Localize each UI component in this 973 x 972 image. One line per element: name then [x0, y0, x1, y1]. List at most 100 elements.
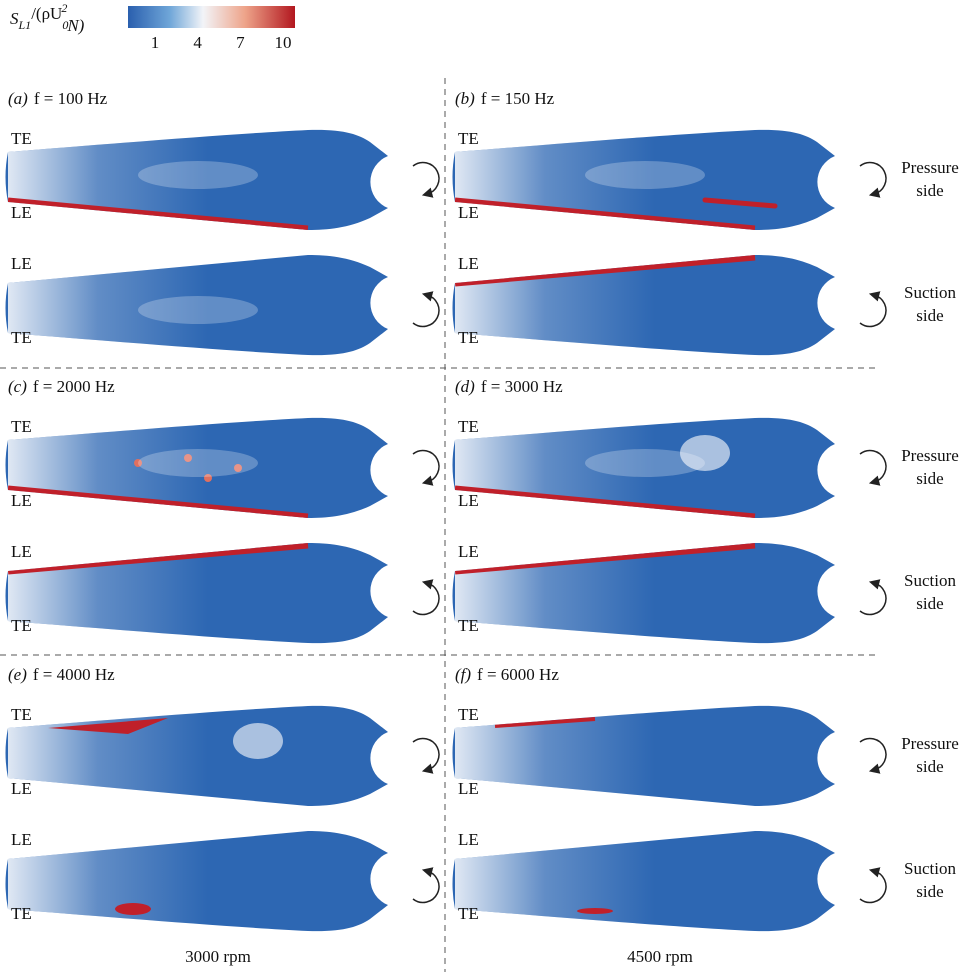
edge-label: LE — [458, 491, 479, 510]
contour — [8, 706, 208, 806]
contour — [134, 459, 142, 467]
side-label: Suction — [904, 571, 956, 590]
side-label: side — [916, 181, 943, 200]
blade — [5, 542, 388, 644]
contour — [454, 254, 756, 287]
edge-label: TE — [11, 616, 32, 635]
edge-label: LE — [458, 779, 479, 798]
edge-label: TE — [458, 129, 479, 148]
contour — [454, 485, 756, 519]
contour — [204, 474, 212, 482]
side-label: Pressure — [901, 734, 959, 753]
edge-label: TE — [11, 129, 32, 148]
blade — [5, 417, 388, 519]
panel-title: (f) f = 6000 Hz — [455, 665, 559, 684]
edge-label: LE — [458, 254, 479, 273]
colorbar — [128, 6, 295, 28]
blade — [452, 129, 835, 231]
label-part: /(ρU — [31, 4, 62, 23]
blade — [452, 254, 835, 356]
panel-letter: (c) — [8, 377, 27, 396]
blade — [452, 417, 835, 519]
label-part: 2 — [61, 1, 67, 15]
contour — [115, 903, 151, 915]
colorbar-tick-label: 10 — [275, 33, 292, 52]
contour — [577, 908, 613, 914]
panel-title: (e) f = 4000 Hz — [8, 665, 115, 684]
colorbar-tick-label: 4 — [193, 33, 202, 52]
side-label: side — [916, 757, 943, 776]
contour — [7, 542, 309, 575]
panel-letter: (e) — [8, 665, 27, 684]
contour — [702, 197, 778, 209]
colorbar-tick-label: 7 — [236, 33, 245, 52]
contour — [494, 717, 596, 728]
blade — [452, 542, 835, 644]
panel-title: (b) f = 150 Hz — [455, 89, 555, 108]
contour — [233, 723, 283, 759]
contour — [585, 449, 705, 477]
edge-label: TE — [11, 417, 32, 436]
edge-label: LE — [11, 830, 32, 849]
panel-letter: (a) — [8, 89, 28, 108]
panel-letter: (f) — [455, 665, 471, 684]
edge-label: TE — [458, 705, 479, 724]
contour — [454, 542, 756, 575]
edge-label: LE — [11, 491, 32, 510]
side-label: Pressure — [901, 158, 959, 177]
side-label: side — [916, 882, 943, 901]
blade — [452, 705, 835, 806]
edge-label: TE — [11, 705, 32, 724]
label-part: 0 — [62, 18, 68, 32]
rotation-arrow — [412, 579, 440, 616]
edge-label: TE — [11, 904, 32, 923]
contours — [455, 831, 655, 931]
panel-letter: (d) — [455, 377, 475, 396]
rotation-arrow — [859, 449, 887, 486]
panel-letter: (b) — [455, 89, 475, 108]
panel-frequency: f = 3000 Hz — [481, 377, 563, 396]
rotation-arrow — [859, 579, 887, 616]
contour — [184, 454, 192, 462]
rotation-arrow — [412, 867, 440, 904]
edge-label: TE — [11, 328, 32, 347]
contour — [8, 831, 208, 931]
contour — [138, 161, 258, 189]
blade — [5, 831, 388, 932]
panel-frequency: f = 2000 Hz — [33, 377, 115, 396]
rotation-arrow — [859, 161, 887, 198]
column-label: 3000 rpm — [185, 947, 251, 966]
contour — [455, 831, 655, 931]
side-label: side — [916, 469, 943, 488]
rotation-arrow — [412, 449, 440, 486]
contour — [585, 161, 705, 189]
blade — [5, 129, 388, 231]
contour — [138, 449, 258, 477]
side-label: Suction — [904, 283, 956, 302]
edge-label: LE — [11, 542, 32, 561]
panel-frequency: f = 6000 Hz — [477, 665, 559, 684]
label-part: L1 — [18, 18, 32, 32]
rotation-arrow — [412, 161, 440, 198]
rotation-arrow — [859, 737, 887, 774]
panel-frequency: f = 150 Hz — [481, 89, 555, 108]
contour — [680, 435, 730, 471]
rotation-arrow — [412, 737, 440, 774]
edge-label: TE — [458, 417, 479, 436]
rotation-arrow — [859, 291, 887, 328]
colorbar-label: SL1/(ρU0 2N) — [10, 1, 85, 35]
panel-title: (d) f = 3000 Hz — [455, 377, 563, 396]
side-label: side — [916, 306, 943, 325]
colorbar-tick-label: 1 — [151, 33, 160, 52]
edge-label: TE — [458, 904, 479, 923]
panel-frequency: f = 4000 Hz — [33, 665, 115, 684]
contour — [138, 296, 258, 324]
panel-title: (c) f = 2000 Hz — [8, 377, 115, 396]
side-label: Pressure — [901, 446, 959, 465]
panel-frequency: f = 100 Hz — [34, 89, 108, 108]
edge-label: LE — [11, 203, 32, 222]
edge-label: LE — [11, 254, 32, 273]
contours — [8, 831, 208, 931]
blade — [452, 831, 835, 932]
blade — [5, 705, 388, 806]
